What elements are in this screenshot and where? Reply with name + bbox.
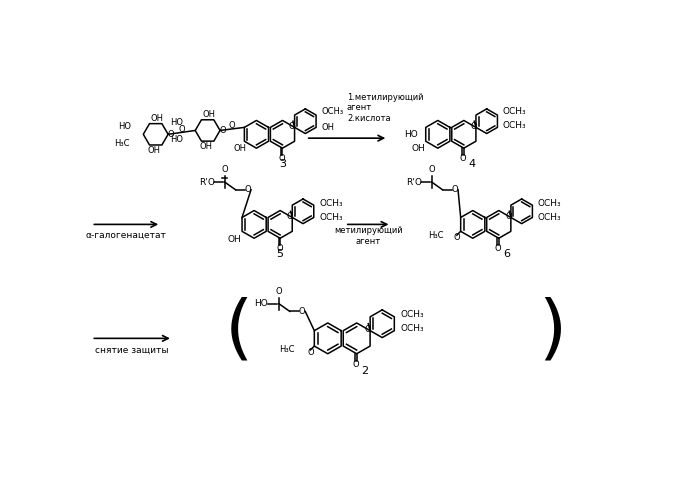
Text: O: O [495, 244, 501, 253]
Text: OCH₃: OCH₃ [538, 213, 561, 222]
Text: O: O [414, 178, 421, 186]
Text: OCH₃: OCH₃ [400, 324, 424, 333]
Text: O: O [286, 212, 293, 221]
Text: O: O [219, 126, 225, 135]
Text: OH: OH [411, 144, 425, 153]
Text: OCH₃: OCH₃ [319, 213, 343, 222]
Text: O: O [428, 165, 435, 174]
Text: O: O [229, 121, 235, 130]
Text: HO: HO [170, 135, 183, 144]
Text: R': R' [406, 178, 414, 186]
Text: 3: 3 [279, 159, 286, 168]
Text: O: O [221, 165, 228, 174]
Text: HO: HO [118, 122, 131, 131]
Text: OH: OH [321, 123, 335, 132]
Text: HO: HO [254, 299, 268, 308]
Text: OCH₃: OCH₃ [400, 310, 424, 319]
Text: O: O [364, 325, 371, 334]
Text: 4: 4 [468, 159, 475, 168]
Text: O: O [178, 125, 185, 134]
Text: OH: OH [228, 235, 241, 243]
Text: ): ) [538, 296, 566, 365]
Text: OH: OH [150, 114, 164, 122]
Text: OH: OH [203, 110, 216, 119]
Text: H₃C: H₃C [428, 231, 444, 240]
Text: 6: 6 [503, 249, 510, 258]
Text: 5: 5 [276, 249, 284, 258]
Text: OCH₃: OCH₃ [321, 107, 344, 117]
Text: снятие защиты: снятие защиты [95, 346, 169, 355]
Text: 2: 2 [361, 366, 368, 376]
Text: H₃C: H₃C [114, 139, 130, 148]
Text: OCH₃: OCH₃ [538, 199, 561, 208]
Text: O: O [289, 122, 295, 131]
Text: O: O [276, 287, 282, 296]
Text: HO: HO [170, 118, 183, 127]
Text: α-галогенацетат: α-галогенацетат [86, 231, 167, 240]
Text: O: O [470, 122, 477, 131]
Text: OCH₃: OCH₃ [319, 199, 343, 208]
Text: O: O [167, 130, 174, 139]
Text: 1.метилирующий
агент
2.кислота: 1.метилирующий агент 2.кислота [347, 93, 424, 123]
Text: O: O [279, 154, 285, 163]
Text: O: O [452, 185, 458, 194]
Text: OH: OH [234, 144, 247, 153]
Text: H₃C: H₃C [279, 346, 295, 354]
Text: O: O [276, 244, 283, 253]
Text: O: O [307, 348, 314, 357]
Text: O: O [244, 185, 251, 194]
Text: HO: HO [404, 130, 418, 139]
Text: OH: OH [199, 142, 213, 151]
Text: O: O [454, 233, 460, 242]
Text: (: ( [225, 296, 253, 365]
Text: R': R' [199, 178, 208, 186]
Text: O: O [353, 360, 359, 369]
Text: OH: OH [148, 146, 161, 155]
Text: OCH₃: OCH₃ [503, 121, 526, 130]
Text: O: O [299, 307, 305, 316]
Text: метилирующий
агент: метилирующий агент [334, 226, 402, 246]
Text: OCH₃: OCH₃ [503, 107, 526, 117]
Text: O: O [505, 212, 512, 221]
Text: O: O [460, 154, 466, 163]
Text: O: O [207, 178, 214, 186]
